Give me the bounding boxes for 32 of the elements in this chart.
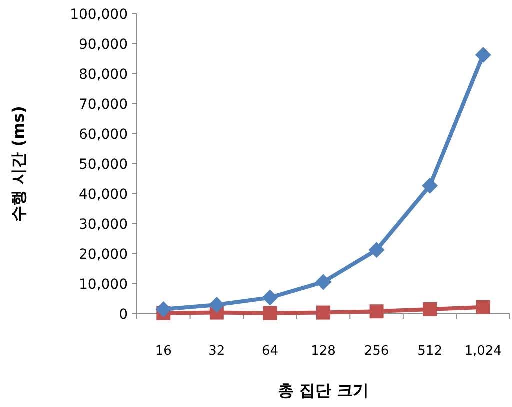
x-tick-label: 256 (364, 344, 390, 359)
x-tick-label: 32 (208, 344, 226, 359)
y-tick-label: 100,000 (70, 7, 128, 23)
point (370, 304, 384, 319)
y-tick-label: 60,000 (79, 127, 128, 143)
y-tick-label: 70,000 (79, 97, 128, 113)
x-tick-label: 128 (311, 344, 336, 359)
point (208, 297, 225, 313)
x-tick-label: 16 (155, 344, 172, 359)
y-tick-label: 80,000 (79, 67, 128, 83)
point (262, 290, 278, 306)
y-tick-label: 10,000 (79, 277, 128, 293)
x-tick-label: 512 (418, 344, 442, 359)
point (316, 306, 330, 320)
y-tick-label: 30,000 (79, 217, 128, 233)
point (263, 306, 278, 320)
point (368, 242, 385, 258)
y-tick-label: 20,000 (79, 247, 128, 263)
point (476, 300, 490, 314)
point (156, 302, 172, 318)
y-tick-label: 40,000 (79, 187, 128, 203)
point (316, 274, 332, 290)
point (422, 178, 438, 194)
y-axis-title: 수행 시간 (ms) (9, 106, 28, 222)
point (423, 302, 438, 316)
x-tick-label: 1,024 (464, 344, 502, 359)
x-tick-label: 64 (262, 344, 278, 359)
y-tick-label: 90,000 (79, 37, 128, 53)
point (475, 47, 492, 64)
y-tick-label: 0 (119, 307, 128, 323)
x-axis-title: 총 집단 크기 (278, 381, 370, 400)
y-tick-label: 50,000 (79, 157, 128, 173)
